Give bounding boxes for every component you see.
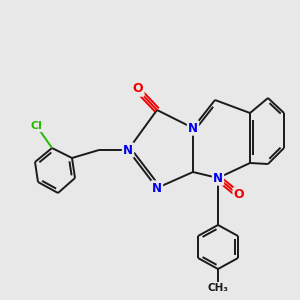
Text: N: N [123,143,133,157]
Text: O: O [133,82,143,95]
Text: N: N [213,172,223,184]
Text: O: O [234,188,244,202]
Text: N: N [188,122,198,134]
Text: Cl: Cl [30,121,42,131]
Text: N: N [152,182,162,194]
Text: CH₃: CH₃ [208,283,229,293]
